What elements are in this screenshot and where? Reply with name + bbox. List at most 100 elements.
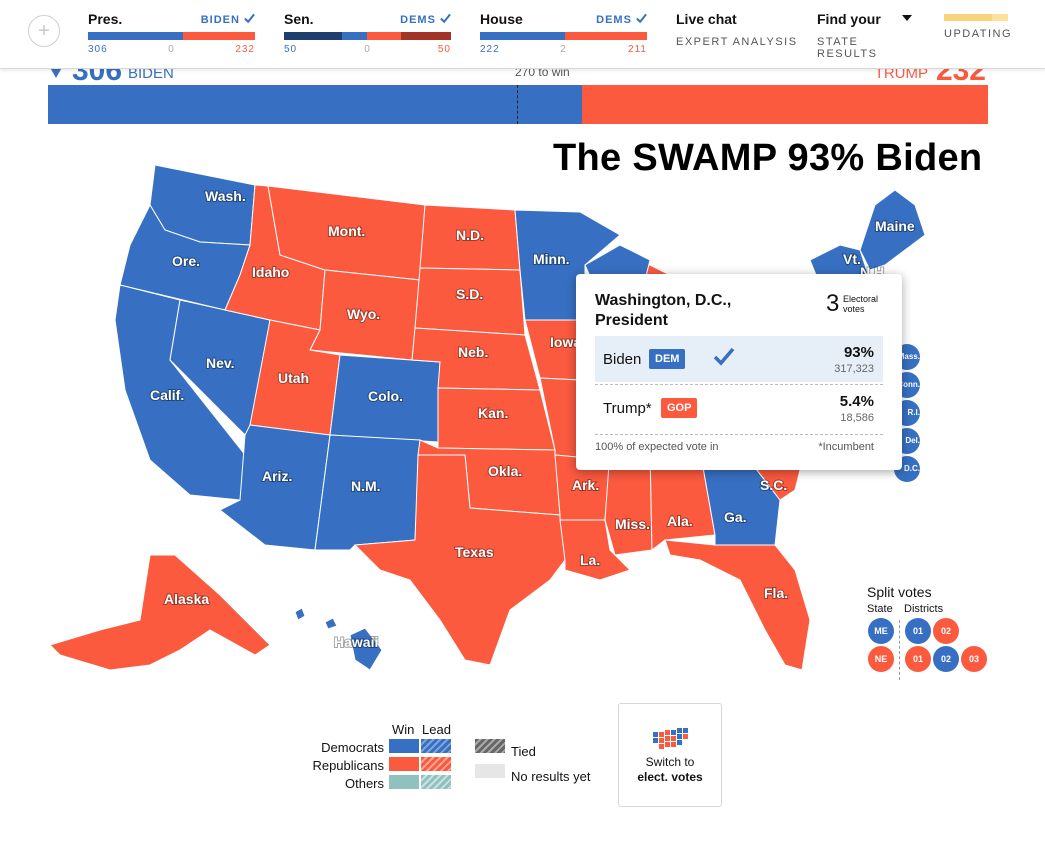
label-neb: Neb. bbox=[458, 344, 488, 360]
reporting-status: 100% of expected vote in bbox=[595, 441, 719, 453]
bar-dem bbox=[342, 32, 368, 40]
label-colo: Colo. bbox=[368, 388, 403, 404]
race-title: Pres. bbox=[88, 11, 123, 27]
race-winner: BIDEN bbox=[201, 13, 255, 26]
electoral-bar bbox=[48, 85, 988, 124]
state-maine[interactable] bbox=[859, 189, 926, 271]
count-gop: 232 bbox=[235, 44, 255, 55]
circle-label: Mass. bbox=[897, 352, 920, 361]
split-ne-state[interactable]: NE bbox=[868, 646, 894, 672]
label-mont: Mont. bbox=[328, 223, 365, 239]
split-ne-district-03[interactable]: 03 bbox=[961, 646, 987, 672]
legend-no-results: No results yet bbox=[511, 769, 591, 784]
race-house[interactable]: House DEMS 222 2 211 bbox=[480, 11, 647, 59]
label-calif: Calif. bbox=[150, 387, 184, 403]
tooltip-electoral-label: Electoral votes bbox=[843, 294, 879, 314]
label-ore: Ore. bbox=[172, 253, 200, 269]
split-ne-district-02[interactable]: 02 bbox=[933, 646, 959, 672]
race-senate[interactable]: Sen. DEMS 50 0 50 bbox=[284, 11, 451, 59]
live-chat-link[interactable]: Live chat EXPERT ANALYSIS bbox=[676, 11, 798, 48]
legend-democrats: Democrats bbox=[321, 740, 384, 755]
count-other: 2 bbox=[560, 44, 567, 55]
label-la: La. bbox=[580, 552, 600, 568]
label-idaho: Idaho bbox=[252, 264, 289, 280]
count-dem: 50 bbox=[284, 44, 298, 55]
updating-progress-fill bbox=[944, 14, 992, 21]
bar-gop bbox=[183, 32, 255, 40]
label-okla: Okla. bbox=[488, 463, 522, 479]
candidate-row-trump: Trump* GOP 5.4% 18,586 bbox=[595, 385, 883, 431]
label-vt: Vt. bbox=[843, 251, 861, 267]
race-winner: DEMS bbox=[400, 13, 451, 26]
state-wyo[interactable] bbox=[309, 269, 421, 361]
state-hawaii[interactable] bbox=[294, 607, 383, 671]
label-texas: Texas bbox=[455, 544, 494, 560]
state-fla[interactable] bbox=[664, 539, 811, 671]
winner-check-icon bbox=[713, 347, 735, 366]
electoral-bar-dem bbox=[48, 85, 582, 124]
state-results-dropdown[interactable]: Find your STATE RESULTS bbox=[817, 11, 917, 60]
label-nm: N.M. bbox=[351, 478, 381, 494]
swatch-gop-win bbox=[389, 757, 419, 771]
state-la[interactable] bbox=[559, 519, 631, 581]
check-icon bbox=[440, 13, 451, 24]
overlay-headline: The SWAMP 93% Biden bbox=[553, 137, 983, 179]
label-miss: Miss. bbox=[615, 516, 650, 532]
swatch-no-results bbox=[475, 764, 505, 778]
split-me-state[interactable]: ME bbox=[868, 618, 894, 644]
bar-gop-holdover bbox=[400, 32, 451, 40]
split-votes-title: Split votes bbox=[867, 584, 932, 600]
swatch-other-lead bbox=[421, 775, 451, 789]
split-ne-district-01[interactable]: 01 bbox=[905, 646, 931, 672]
swatch-dem-win bbox=[389, 739, 419, 753]
count-gop: 211 bbox=[628, 44, 647, 55]
label-minn: Minn. bbox=[533, 251, 570, 267]
tooltip-electoral-votes: 3 bbox=[826, 290, 840, 317]
race-title: Sen. bbox=[284, 11, 314, 27]
candidate-votes: 317,323 bbox=[834, 363, 874, 375]
label-fla: Fla. bbox=[764, 585, 788, 601]
race-president[interactable]: Pres. BIDEN 306 0 232 bbox=[88, 11, 255, 59]
swatch-gop-lead bbox=[421, 757, 451, 771]
switch-line2: elect. votes bbox=[637, 770, 703, 784]
state-result-tooltip: Washington, D.C., President 3 Electoral … bbox=[576, 274, 902, 470]
race-bar bbox=[284, 32, 451, 40]
switch-electoral-view-button[interactable]: Switch to elect. votes bbox=[618, 703, 722, 807]
split-me-district-01[interactable]: 01 bbox=[905, 618, 931, 644]
label-ariz: Ariz. bbox=[262, 468, 292, 484]
live-chat-subtitle: EXPERT ANALYSIS bbox=[676, 36, 798, 48]
candidate-pct: 5.4% bbox=[839, 393, 874, 410]
legend-republicans: Republicans bbox=[312, 758, 384, 773]
label-nev: Nev. bbox=[206, 355, 235, 371]
state-texas[interactable] bbox=[353, 454, 566, 666]
gop-candidate-label: TRUMP bbox=[874, 65, 928, 82]
split-votes: Split votes State Districts ME 01 02 NE … bbox=[867, 584, 997, 684]
label-sc: S.C. bbox=[760, 477, 787, 493]
incumbent-note: *Incumbent bbox=[818, 441, 874, 453]
dem-candidate-label: BIDEN bbox=[128, 65, 174, 82]
label-kan: Kan. bbox=[478, 405, 508, 421]
swatch-dem-lead bbox=[421, 739, 451, 753]
race-title: House bbox=[480, 11, 523, 27]
candidate-pct: 93% bbox=[843, 344, 874, 361]
label-ala: Ala. bbox=[667, 513, 693, 529]
label-hawaii: Hawaii bbox=[334, 634, 378, 650]
count-gop: 50 bbox=[437, 44, 451, 55]
add-button[interactable]: + bbox=[28, 15, 60, 47]
split-me-district-02[interactable]: 02 bbox=[933, 618, 959, 644]
bar-dem bbox=[480, 32, 566, 40]
us-results-map[interactable]: Wash. Ore. Calif. Nev. Idaho Mont. Wyo. … bbox=[40, 150, 940, 690]
party-badge: GOP bbox=[661, 398, 698, 418]
legend-lead-header: Lead bbox=[422, 722, 451, 737]
label-nd: N.D. bbox=[456, 227, 484, 243]
districts-header: Districts bbox=[904, 603, 944, 615]
circle-label: R.I. bbox=[907, 408, 920, 417]
circle-label: Conn. bbox=[897, 380, 920, 389]
candidate-votes: 18,586 bbox=[840, 412, 874, 424]
label-maine: Maine bbox=[875, 218, 915, 234]
state-header: State bbox=[867, 603, 893, 615]
state-alaska[interactable] bbox=[49, 554, 271, 671]
find-state-title: Find your bbox=[817, 11, 881, 27]
switch-line1: Switch to bbox=[645, 755, 695, 769]
map-legend: Win Lead Democrats Republicans Others Ti… bbox=[300, 720, 610, 800]
